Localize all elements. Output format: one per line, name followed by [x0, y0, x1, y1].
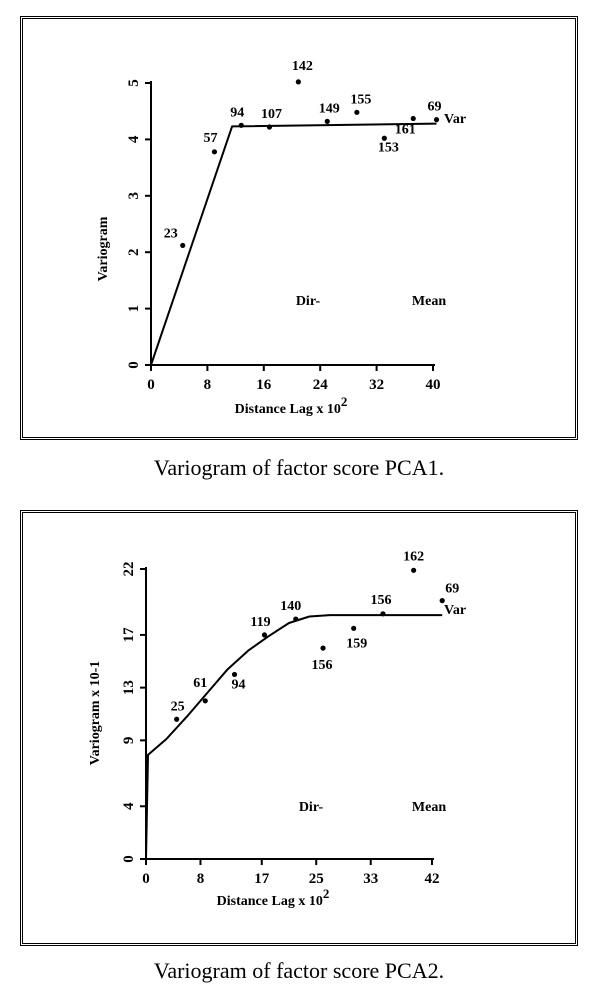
data-point	[354, 109, 360, 115]
x-tick-label: 33	[363, 871, 378, 887]
data-point-label: 119	[250, 615, 270, 630]
data-point	[324, 118, 330, 124]
chart-panel-2: 0 4 9 13 17 22 0 8 17 25 33 42 Variogram x 10-1 Dista…	[20, 510, 578, 946]
annotation-direction: Dir-	[296, 294, 321, 309]
y-tick-label: 1	[126, 305, 142, 313]
y-axis-title: Variogram	[96, 216, 111, 281]
model-label-var: Var	[444, 112, 466, 127]
y-tick-label: 3	[126, 192, 142, 200]
data-point	[433, 117, 440, 123]
data-point	[410, 115, 416, 122]
annotation-direction: Dir-	[299, 800, 324, 815]
data-point-label: 161	[395, 123, 416, 138]
y-tick-label: 17	[121, 627, 137, 643]
chart-caption-1: Variogram of factor score PCA1.	[153, 455, 445, 480]
data-point	[293, 616, 299, 622]
data-point-label: 57	[203, 131, 217, 146]
data-point	[295, 79, 301, 85]
x-tick-label: 17	[254, 871, 270, 887]
chart-panel-1: 0 1 2 3 4 5 0 8 16 24 32 40 Variogram Distance Lag x …	[20, 16, 578, 440]
data-point-label: 69	[428, 100, 442, 115]
data-point	[211, 149, 218, 155]
data-point-label: 140	[280, 599, 301, 614]
x-tick-label: 0	[142, 871, 150, 887]
data-point	[231, 671, 238, 678]
data-point	[320, 645, 326, 651]
model-fit-line	[150, 122, 437, 366]
data-point-label: 142	[292, 59, 313, 74]
x-tick-label: 40	[426, 377, 441, 393]
annotation-mean: Mean	[412, 800, 446, 815]
x-axis-title: Distance Lag x 102	[217, 886, 330, 909]
y-tick-label: 4	[121, 802, 137, 810]
x-axis-title-text: Distance Lag x 10	[235, 402, 341, 417]
data-point-label: 25	[171, 699, 185, 714]
annotation-mean: Mean	[412, 294, 446, 309]
data-point	[439, 598, 445, 604]
data-point-label: 69	[445, 582, 459, 597]
data-point-label: 23	[164, 226, 178, 241]
data-point-label: 156	[370, 593, 391, 608]
data-point	[174, 716, 180, 722]
y-tick-label: 13	[121, 680, 137, 695]
data-point-label: 162	[403, 549, 424, 564]
data-point-label: 159	[346, 636, 367, 651]
data-point-label: 149	[319, 101, 340, 116]
data-point	[266, 124, 273, 130]
y-tick-label: 0	[126, 361, 142, 369]
x-axis-title-superscript: 2	[341, 394, 348, 409]
x-tick-label: 32	[369, 377, 384, 393]
x-tick-label: 0	[147, 377, 155, 393]
y-tick-label: 4	[126, 135, 142, 143]
x-tick-label: 24	[313, 377, 329, 393]
x-tick-label: 8	[197, 871, 205, 887]
y-tick-label: 5	[126, 79, 142, 87]
data-point-label: 94	[232, 677, 246, 692]
data-point	[180, 242, 186, 249]
y-tick-label: 0	[121, 855, 137, 863]
variogram-chart-pca2: 0 4 9 13 17 22 0 8 17 25 33 42 Variogram x 10-1 Dista…	[88, 549, 466, 909]
chart-caption-2: Variogram of factor score PCA2.	[153, 958, 445, 983]
data-point	[351, 625, 357, 631]
x-axis-title-text: Distance Lag x 10	[217, 894, 323, 909]
x-tick-label: 8	[204, 377, 212, 393]
x-axis-title-superscript: 2	[323, 886, 330, 901]
data-point-label: 153	[378, 140, 399, 155]
data-point	[261, 632, 268, 638]
x-axis-title: Distance Lag x 102	[235, 394, 348, 417]
y-tick-label: 9	[121, 737, 137, 745]
model-fit-line	[145, 614, 443, 860]
data-point-label: 107	[261, 107, 282, 122]
data-point-label: 94	[230, 105, 244, 120]
data-point-label: 156	[312, 658, 333, 673]
data-point-label: 155	[350, 92, 371, 107]
y-axis-title: Variogram x 10-1	[88, 661, 103, 765]
data-point	[380, 611, 386, 617]
model-label-var: Var	[444, 603, 466, 618]
data-point	[238, 122, 244, 128]
data-point	[411, 567, 417, 573]
data-point-label: 61	[193, 676, 207, 691]
data-point	[202, 698, 208, 704]
x-tick-label: 42	[425, 871, 440, 887]
x-tick-label: 16	[256, 377, 272, 393]
x-tick-label: 25	[309, 871, 324, 887]
y-tick-label: 22	[121, 562, 137, 577]
y-tick-label: 2	[126, 248, 142, 256]
data-point	[381, 135, 387, 141]
